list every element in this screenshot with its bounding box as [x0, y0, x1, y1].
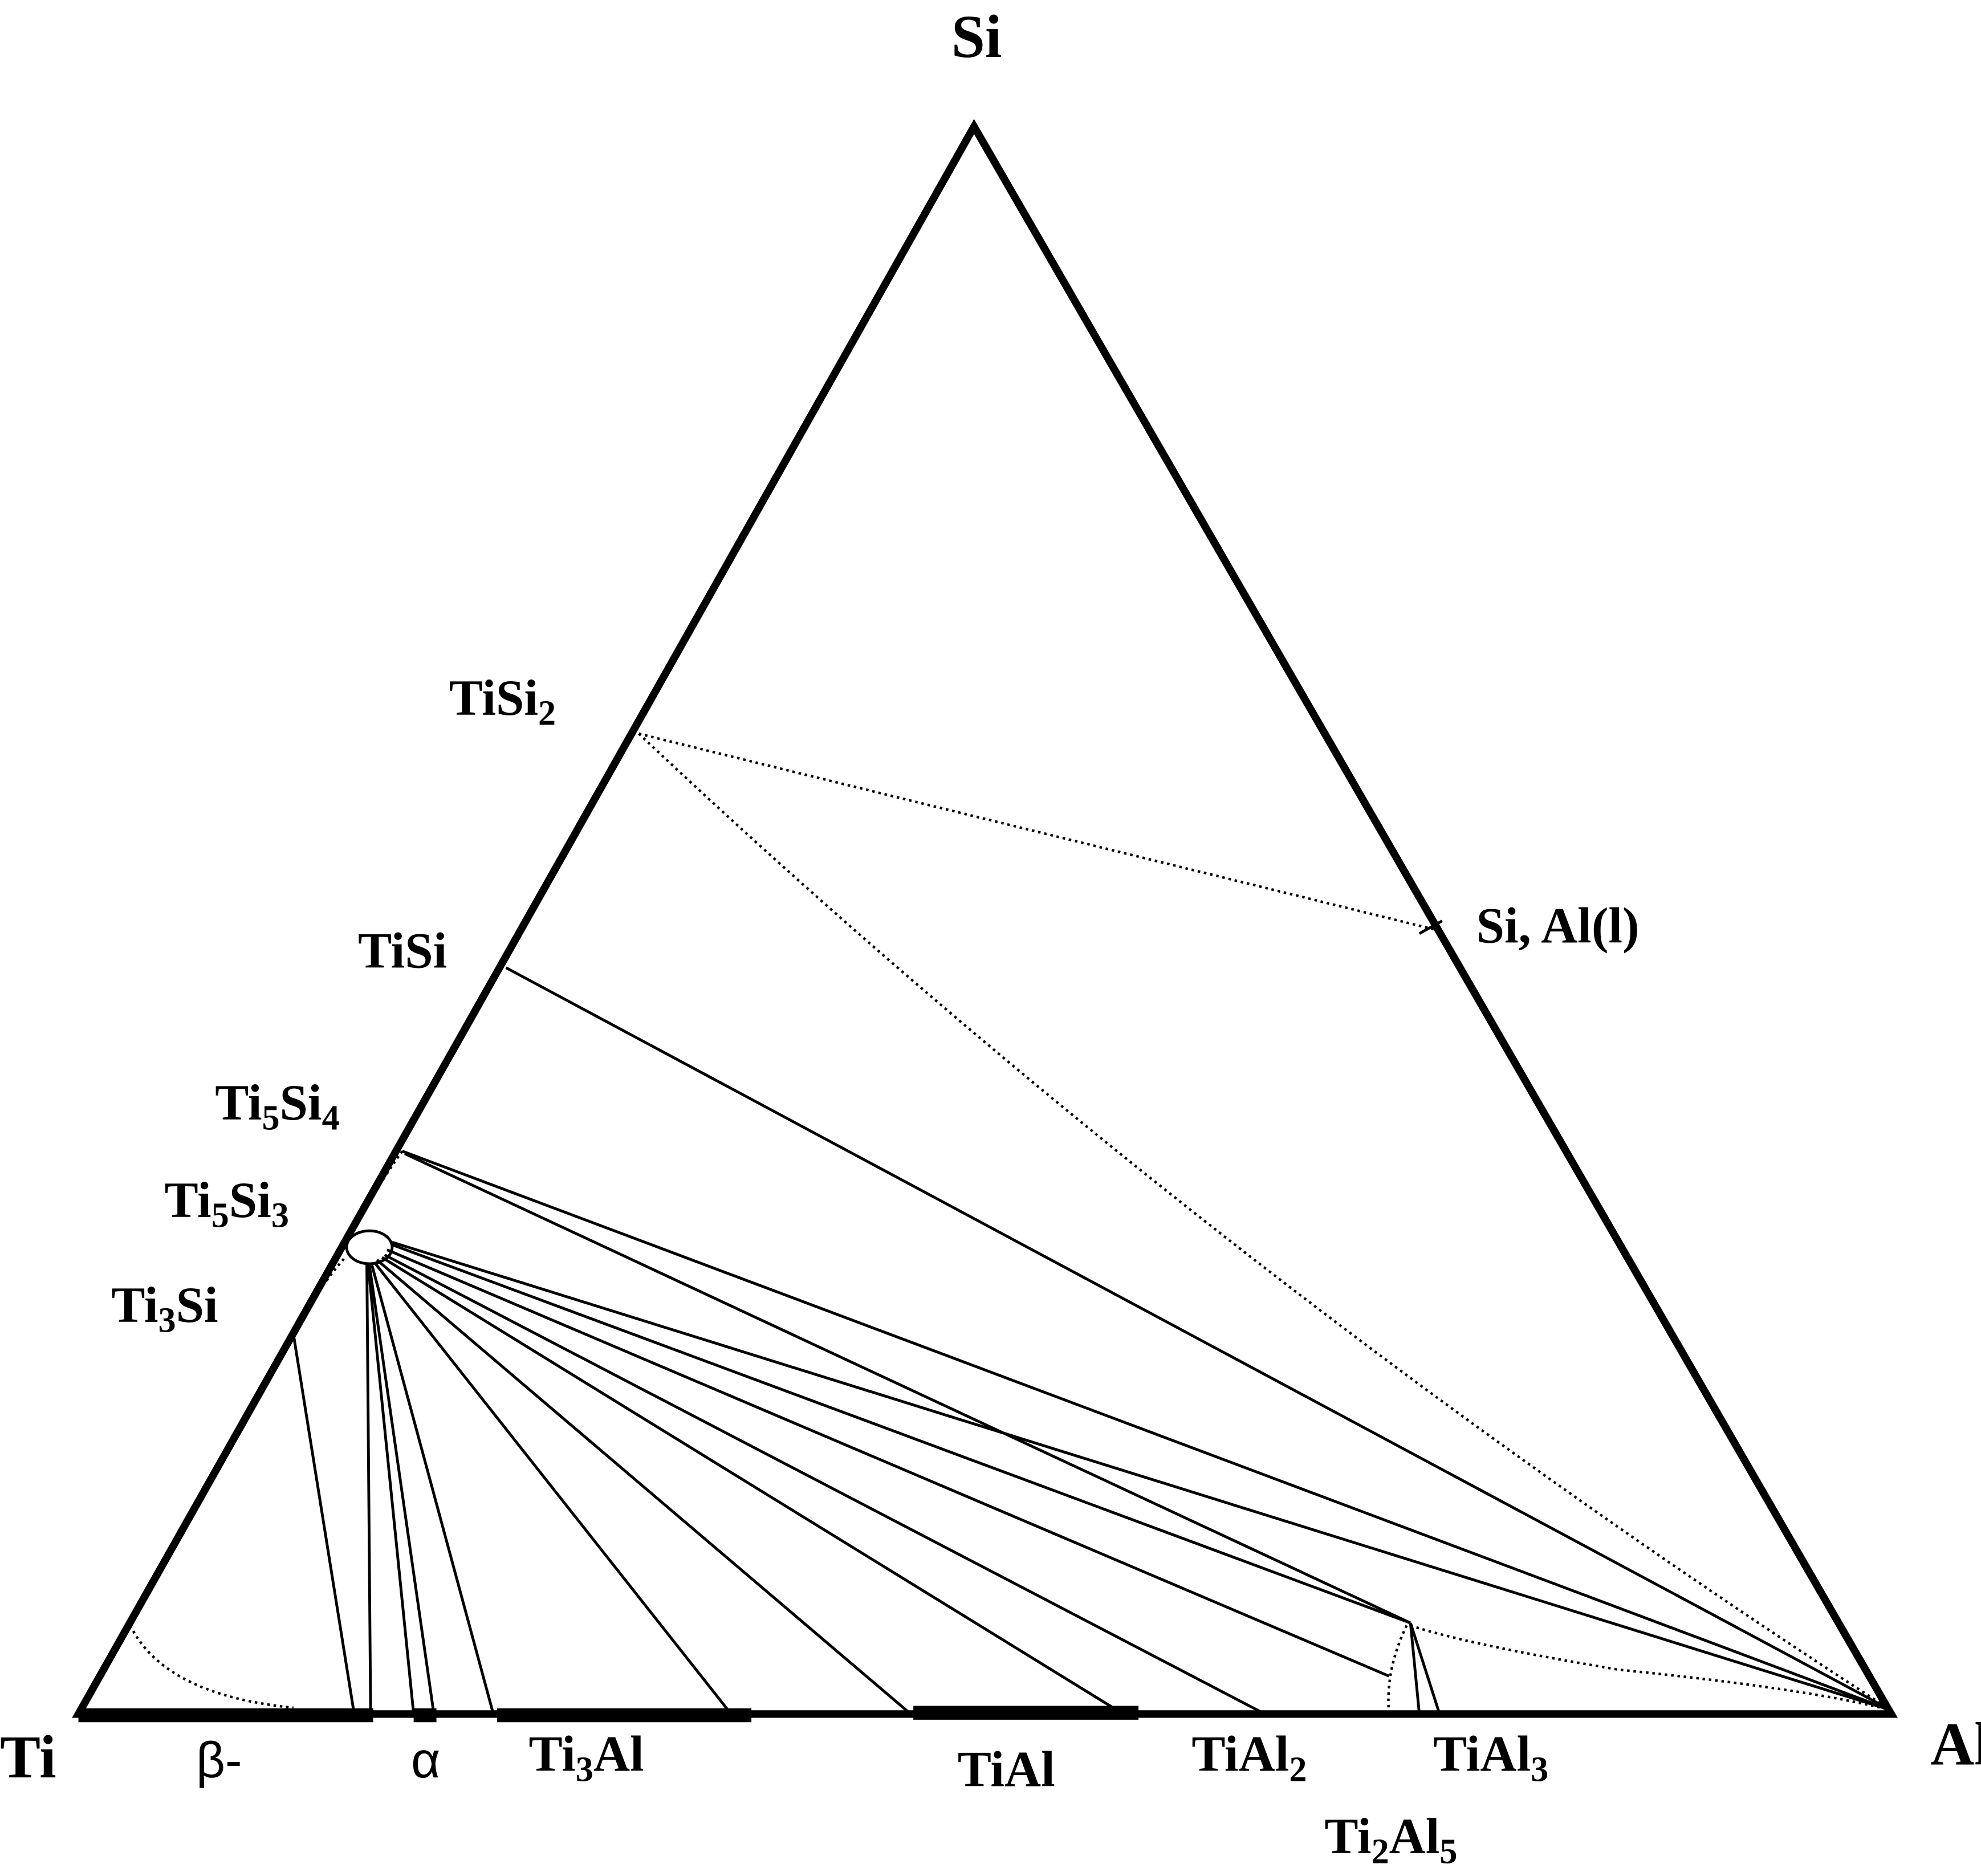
ti5si3-field [345, 1229, 394, 1265]
phase-label: β- [196, 1732, 242, 1788]
subscript: 3 [271, 1197, 289, 1235]
boundary [1410, 1624, 1892, 1712]
subscript: 5 [262, 1099, 279, 1138]
phase-label: TiAl3 [1433, 1727, 1548, 1789]
label-text: TiAl [958, 1741, 1055, 1797]
label-text: Si [176, 1277, 218, 1333]
label-text: TiAl [1191, 1727, 1289, 1783]
label-text: Ti [529, 1727, 576, 1783]
phase-bars [78, 1706, 1139, 1723]
label-text: Ti [0, 1724, 56, 1791]
label-text: Al [593, 1727, 644, 1783]
tie-line [401, 1150, 1892, 1712]
label-text: β- [196, 1732, 242, 1788]
boundary [1387, 1625, 1408, 1715]
phase-label: Ti5Si3 [164, 1173, 288, 1235]
label-text: Ti [1324, 1809, 1371, 1865]
phase-label: TiAl [958, 1741, 1055, 1797]
label-text: α [411, 1732, 440, 1788]
phase-label: Al [1930, 1711, 1981, 1779]
label-text: Ti [164, 1173, 211, 1228]
label-text: Si [229, 1173, 271, 1228]
subscript: 2 [1289, 1750, 1307, 1789]
subscript: 3 [158, 1301, 176, 1340]
label-text: TiAl [1433, 1727, 1531, 1783]
phase-label: Ti2Al5 [1324, 1809, 1457, 1871]
tie-line [365, 1265, 372, 1714]
subscript: 3 [576, 1750, 593, 1789]
phase-label: TiSi2 [449, 670, 556, 733]
phase-label: α [411, 1732, 440, 1788]
label-text: Al [1389, 1809, 1440, 1865]
subscript: 5 [211, 1197, 229, 1235]
subscript: 2 [1372, 1833, 1389, 1871]
boundary [638, 732, 1437, 931]
tie-line [381, 1256, 1124, 1715]
label-text: Si [280, 1075, 322, 1131]
label-text: TiSi [358, 923, 447, 979]
tie-line [368, 1264, 436, 1715]
tie-line [1409, 1622, 1441, 1715]
label-text: Si, Al(l) [1476, 898, 1640, 954]
boundary [129, 1625, 294, 1709]
label-text: Si [951, 3, 1002, 71]
subscript: 4 [322, 1099, 340, 1138]
tie-line [505, 966, 1892, 1712]
tie-line [292, 1334, 356, 1715]
phase-label: Si, Al(l) [1476, 898, 1640, 954]
tick [1418, 919, 1443, 935]
subscript: 5 [1439, 1833, 1457, 1871]
boundary [638, 733, 1892, 1712]
subscript: 2 [538, 694, 556, 733]
phase-label: Ti5Si4 [215, 1075, 339, 1138]
subscript: 3 [1531, 1750, 1548, 1789]
tie-line [367, 1264, 416, 1715]
phase-label: Ti3Si [111, 1277, 218, 1340]
tie-line [1409, 1622, 1421, 1715]
phase-label: Ti3Al [529, 1727, 644, 1789]
label-text: TiSi [449, 670, 538, 726]
label-text: Ti [111, 1277, 158, 1333]
tie-line [384, 1254, 1266, 1716]
tie-line [376, 1259, 912, 1715]
phase-label: Ti [0, 1724, 56, 1791]
tie-line [387, 1248, 1390, 1678]
tie-line [392, 1243, 1411, 1625]
tie-line [392, 1240, 1892, 1712]
tie-line [404, 1152, 1411, 1625]
tie-lines [292, 919, 1892, 1716]
phase-label: Si [951, 3, 1002, 71]
tie-line [373, 1261, 733, 1715]
phase-label: TiSi [358, 923, 447, 979]
phase-label: TiAl2 [1191, 1727, 1307, 1789]
tie-line [371, 1264, 495, 1715]
dotted-boundaries [129, 732, 1892, 1715]
label-text: Al [1930, 1711, 1981, 1779]
label-text: Ti [215, 1075, 262, 1131]
